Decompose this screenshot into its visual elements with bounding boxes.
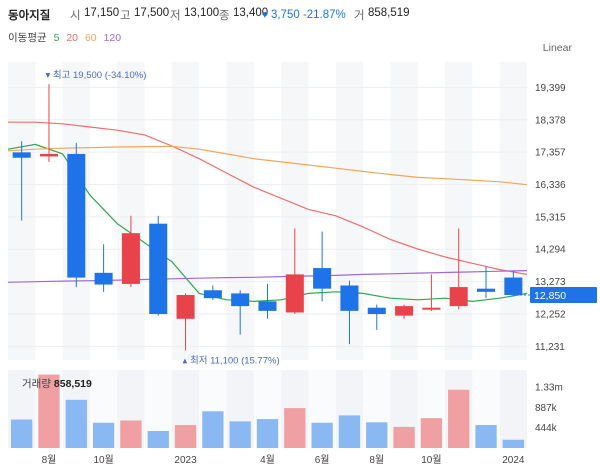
x-tick-label: 2023 xyxy=(174,455,197,466)
ma-legend-60[interactable]: 60 xyxy=(84,32,97,44)
volume-bar xyxy=(393,426,415,448)
volume-bar xyxy=(120,420,142,448)
low-price: 13,100 xyxy=(184,7,220,19)
volume-y-tick-label: 444k xyxy=(535,423,558,434)
volume-panel-label: 거래량 858,519 xyxy=(22,376,92,391)
candle-body xyxy=(231,293,250,307)
candle-body xyxy=(121,233,140,284)
volume-bar xyxy=(147,431,169,448)
ma-legend-title: 이동평균 xyxy=(8,32,47,44)
candle-body xyxy=(12,152,31,158)
y-tick-label: 13,273 xyxy=(535,277,566,288)
volume-bar xyxy=(202,411,224,448)
high-price: 17,500 xyxy=(134,7,170,19)
volume-bar xyxy=(420,418,443,448)
volume-bar xyxy=(338,415,361,448)
candle-body xyxy=(504,277,523,296)
volume-bar xyxy=(92,422,115,448)
current-price-label: 12,850 xyxy=(534,290,566,302)
candle-body xyxy=(477,288,496,292)
x-tick-label: 10월 xyxy=(421,454,441,466)
candle-body xyxy=(313,268,332,289)
price-band xyxy=(499,62,527,360)
candle-body xyxy=(149,223,168,315)
ma-legend-20[interactable]: 20 xyxy=(66,32,79,44)
volume-y-tick-label: 887k xyxy=(535,403,558,414)
volume-bar xyxy=(38,374,60,448)
volume-bar xyxy=(174,425,197,448)
price-band xyxy=(281,62,309,360)
volume-total: 858,519 xyxy=(53,378,92,390)
candle-body xyxy=(449,287,468,307)
x-tick-label: 4월 xyxy=(260,454,275,466)
ma-legend-120[interactable]: 120 xyxy=(103,32,122,44)
y-tick-label: 19,399 xyxy=(535,83,566,94)
x-tick-label: 2024 xyxy=(502,455,525,466)
x-tick-label: 10월 xyxy=(93,454,113,466)
ma-line-60 xyxy=(7,145,528,186)
volume-bar xyxy=(256,419,279,448)
candle-body xyxy=(422,307,441,310)
candle-body xyxy=(340,285,359,311)
candle-body xyxy=(367,307,386,315)
volume-bar xyxy=(366,422,388,448)
min-marker-label: ▴ 최저 11,100 (15.77%) xyxy=(183,355,280,366)
volume-bar xyxy=(448,389,470,448)
candle-body xyxy=(395,306,414,316)
volume-bar xyxy=(229,421,251,448)
candle-body xyxy=(94,272,113,285)
volume-band xyxy=(499,370,527,448)
candle-body xyxy=(285,274,304,313)
ma-legend-5[interactable]: 5 xyxy=(53,32,60,44)
x-tick-label: 8월 xyxy=(369,454,384,466)
y-tick-label: 16,336 xyxy=(535,180,566,191)
volume-value: 858,519 xyxy=(368,7,410,19)
high-label: 고 xyxy=(120,10,131,22)
stock-name: 동아지질 xyxy=(8,10,51,22)
volume-bar xyxy=(502,439,524,448)
x-tick-label: 6월 xyxy=(315,454,330,466)
open-price: 17,150 xyxy=(84,7,120,19)
y-tick-label: 18,378 xyxy=(535,115,566,126)
ma-line-120 xyxy=(7,270,528,283)
low-label: 저 xyxy=(170,10,181,22)
y-tick-label: 17,357 xyxy=(535,148,566,159)
y-tick-label: 12,252 xyxy=(535,309,566,320)
candle-body xyxy=(203,290,222,299)
candle-body xyxy=(39,153,58,157)
close-price: 13,400 xyxy=(233,7,269,19)
close-label: 종 xyxy=(219,10,230,22)
y-tick-label: 11,231 xyxy=(535,342,565,353)
stock-header: 동아지질 시 17,150 고 17,500 저 13,100 종 13,400… xyxy=(0,0,600,26)
volume-bar xyxy=(284,408,306,448)
open-label: 시 xyxy=(70,10,81,22)
current-price-tag xyxy=(530,287,597,304)
max-marker-label: ▾ 최고 19,500 (-34.10%) xyxy=(45,70,146,81)
volume-bar xyxy=(311,422,333,448)
change-value: ▾ 3,750 -21.87% xyxy=(262,9,346,21)
volume-label: 거 xyxy=(354,10,365,22)
price-band xyxy=(117,62,145,360)
volume-title: 거래량 xyxy=(22,378,51,390)
ma-line-20 xyxy=(8,121,528,275)
price-band xyxy=(445,62,473,360)
volume-bar xyxy=(11,419,33,448)
x-tick-label: 8월 xyxy=(42,454,57,466)
scale-toggle[interactable]: Linear xyxy=(542,42,572,54)
volume-bar xyxy=(65,399,87,448)
y-tick-label: 15,315 xyxy=(535,212,566,223)
candle-body xyxy=(67,153,86,278)
moving-average-legend: 이동평균 5 20 60 120 xyxy=(8,30,125,45)
y-tick-label: 14,294 xyxy=(535,245,566,256)
volume-y-tick-label: 1.33m xyxy=(535,382,563,393)
candle-body xyxy=(258,301,277,311)
candle-body xyxy=(176,295,195,319)
volume-bar xyxy=(475,425,497,448)
